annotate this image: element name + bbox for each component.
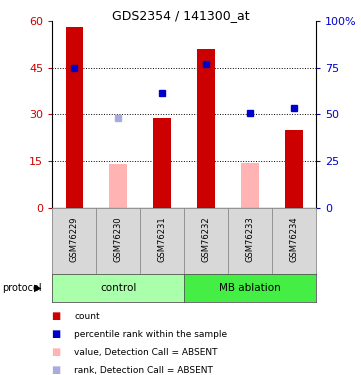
Text: rank, Detection Call = ABSENT: rank, Detection Call = ABSENT xyxy=(74,366,213,375)
Text: ■: ■ xyxy=(51,365,61,375)
Bar xyxy=(285,130,303,208)
Bar xyxy=(241,163,259,208)
Text: GDS2354 / 141300_at: GDS2354 / 141300_at xyxy=(112,9,249,22)
Text: GSM76234: GSM76234 xyxy=(290,217,299,262)
Bar xyxy=(109,164,127,208)
Text: control: control xyxy=(100,283,136,293)
Text: ■: ■ xyxy=(51,329,61,339)
Bar xyxy=(153,117,171,208)
Bar xyxy=(197,49,215,208)
Text: count: count xyxy=(74,312,100,321)
Text: value, Detection Call = ABSENT: value, Detection Call = ABSENT xyxy=(74,348,218,357)
Text: GSM76230: GSM76230 xyxy=(114,217,123,262)
Text: GSM76232: GSM76232 xyxy=(201,217,210,262)
Text: GSM76231: GSM76231 xyxy=(158,217,167,262)
Bar xyxy=(65,27,83,208)
Text: ■: ■ xyxy=(51,311,61,321)
Text: ▶: ▶ xyxy=(34,283,41,293)
Text: protocol: protocol xyxy=(2,283,42,293)
Text: MB ablation: MB ablation xyxy=(219,283,281,293)
Text: ■: ■ xyxy=(51,347,61,357)
Text: GSM76229: GSM76229 xyxy=(70,217,79,262)
Text: GSM76233: GSM76233 xyxy=(245,217,255,262)
Text: percentile rank within the sample: percentile rank within the sample xyxy=(74,330,227,339)
